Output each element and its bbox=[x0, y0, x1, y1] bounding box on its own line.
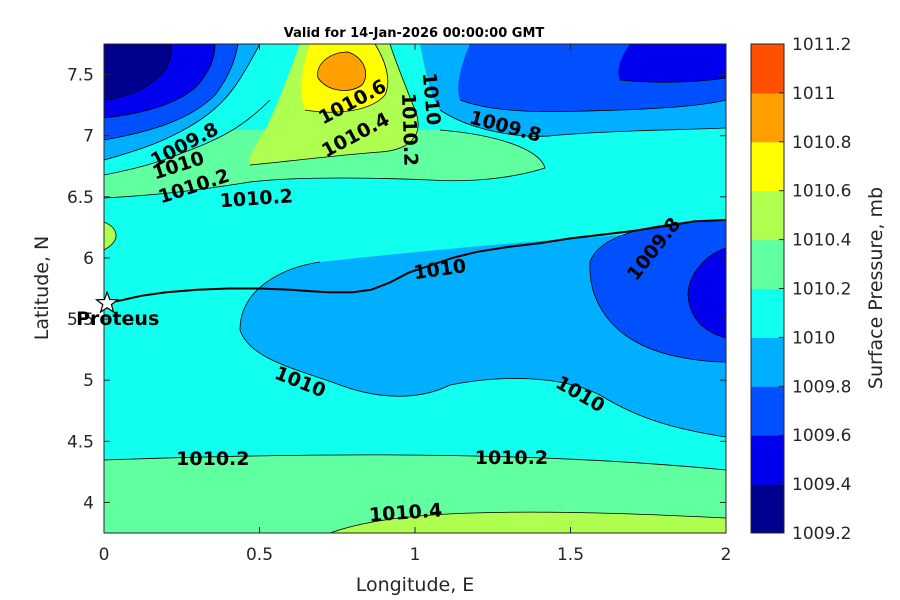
colorbar-tick-label: 1010.4 bbox=[792, 231, 851, 251]
colorbar-swatch bbox=[751, 288, 784, 338]
contour-label: 1010 bbox=[418, 72, 445, 127]
contour-band-1010.2-north bbox=[104, 130, 545, 198]
contour-line-1009.4-nw bbox=[104, 44, 216, 119]
contour-line-1009.6-nw bbox=[104, 44, 239, 141]
y-tick-label: 6 bbox=[83, 249, 94, 269]
contour-line-1010.8 bbox=[317, 51, 366, 91]
y-tick-label: 4 bbox=[83, 493, 94, 513]
contour-line-1010.4-south bbox=[329, 511, 726, 533]
star-marker-icon bbox=[94, 290, 120, 314]
contour-line-1010.2-north bbox=[104, 129, 546, 199]
colorbar-tick-label: 1010.2 bbox=[792, 280, 851, 300]
marker-label: Proteus bbox=[76, 308, 159, 330]
contour-line-1009.6-ne bbox=[459, 99, 726, 113]
contour-band-1009.6-east bbox=[589, 220, 726, 362]
contour-band-1010.8 bbox=[317, 52, 366, 91]
y-tick-label: 5 bbox=[83, 371, 94, 391]
colorbar-tick-label: 1009.6 bbox=[792, 426, 851, 446]
contour-band-1010.4-south bbox=[330, 512, 726, 533]
colorbar-tick-label: 1009.2 bbox=[792, 524, 851, 544]
y-tick-label: 6.5 bbox=[67, 188, 94, 208]
contour-line-1010.4-west bbox=[104, 221, 117, 251]
colorbar-swatch bbox=[751, 44, 784, 94]
contour-lines bbox=[104, 44, 726, 533]
x-tick-label: 1.5 bbox=[557, 545, 584, 565]
colorbar-tick-label: 1010.8 bbox=[792, 133, 851, 153]
y-tick-label: 4.5 bbox=[67, 432, 94, 452]
contour-line-1009.2-nw bbox=[104, 44, 172, 101]
contour-band-1009.4-ne bbox=[618, 44, 726, 83]
colorbar-swatch bbox=[751, 386, 784, 436]
colorbar-swatch bbox=[751, 435, 784, 485]
contour-label: 1010.2 bbox=[475, 447, 548, 469]
contour-line-1010.6 bbox=[304, 44, 389, 113]
contour-line-1010.2-south bbox=[104, 454, 726, 471]
contour-line-1009.6-east bbox=[687, 247, 726, 339]
y-tick-label: 5.5 bbox=[67, 310, 94, 330]
colorbar-swatch bbox=[751, 484, 784, 534]
x-tick-label: 0.5 bbox=[246, 545, 273, 565]
axis-ticks: 0 0.5 1 1.5 2 4 4.5 5 5.5 6 6.5 7 7.5 bbox=[67, 44, 731, 565]
overlay-layer bbox=[104, 219, 726, 305]
colorbar-label: Surface Pressure, mb bbox=[865, 187, 887, 389]
colorbar-swatch bbox=[751, 141, 784, 192]
contour-band-1009.2-nw bbox=[104, 44, 172, 100]
contour-line-1009.8-ne bbox=[439, 109, 726, 137]
colorbar: 1009.2 1009.4 1009.6 1009.8 1010 1010.2 1010.4… bbox=[750, 35, 851, 544]
colorbar-swatch bbox=[751, 92, 784, 143]
contour-fill bbox=[104, 44, 726, 533]
contour-line-1009.4-ne bbox=[619, 77, 726, 83]
colorbar-swatch bbox=[751, 190, 784, 241]
x-tick-label: 1 bbox=[410, 545, 421, 565]
contour-line-1010-center bbox=[239, 261, 726, 438]
storm-track-line bbox=[104, 219, 726, 305]
contour-band-1009.4-east bbox=[688, 248, 726, 338]
contour-band-1010.4-west bbox=[104, 222, 117, 250]
colorbar-tick-label: 1011.2 bbox=[792, 35, 851, 55]
x-axis-label: Longitude, E bbox=[356, 574, 475, 596]
colorbar-swatch bbox=[751, 239, 784, 289]
contour-label: 1010.2 bbox=[219, 185, 294, 212]
colorbar-tick-label: 1009.8 bbox=[792, 377, 851, 397]
y-tick-label: 7 bbox=[83, 127, 94, 147]
colorbar-swatch bbox=[751, 337, 784, 387]
contour-label: 1010.2 bbox=[176, 448, 249, 470]
x-tick-label: 2 bbox=[721, 545, 732, 565]
contour-label: 1010.2 bbox=[397, 93, 422, 167]
colorbar-tick-label: 1009.4 bbox=[792, 475, 851, 495]
chart-title: Valid for 14-Jan-2026 00:00:00 GMT bbox=[284, 26, 545, 41]
x-tick-label: 0 bbox=[99, 545, 110, 565]
y-axis-label: Latitude, N bbox=[31, 236, 53, 341]
colorbar-tick-label: 1011 bbox=[792, 84, 835, 104]
contour-line-1010-north bbox=[104, 99, 271, 176]
contour-label: 1010.4 bbox=[368, 499, 443, 526]
colorbar-tick-label: 1010.6 bbox=[792, 182, 851, 202]
y-tick-label: 7.5 bbox=[67, 66, 94, 86]
colorbar-tick-label: 1010 bbox=[792, 328, 835, 348]
contour-line-1009.8-nw bbox=[104, 44, 261, 161]
contour-line-1010.4-north bbox=[249, 44, 419, 166]
